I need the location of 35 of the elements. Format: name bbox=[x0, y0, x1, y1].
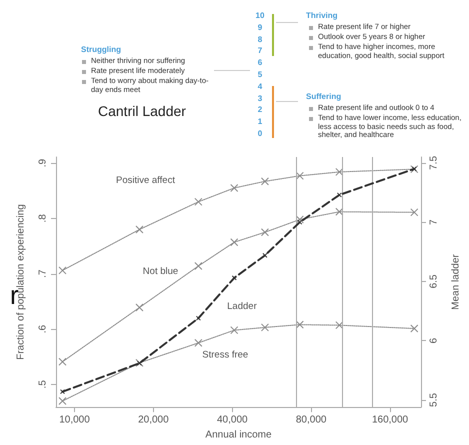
text: Cantril Ladder bbox=[98, 103, 187, 120]
text: 7 bbox=[256, 46, 264, 56]
x-tick-label: 40,000 bbox=[216, 414, 248, 426]
y-tick-label: .5 bbox=[38, 380, 48, 389]
y2-axis-title: Mean ladder bbox=[450, 254, 462, 310]
y2-tick-label: 7 bbox=[428, 218, 440, 225]
series-label: Ladder bbox=[227, 300, 257, 312]
x-tick-label: 20,000 bbox=[138, 414, 170, 426]
text: 8 bbox=[256, 34, 264, 44]
y2-tick-label: 6.5 bbox=[428, 274, 440, 288]
text: Thriving bbox=[306, 11, 339, 20]
text: 5 bbox=[256, 70, 264, 79]
x-tick-label: 10,000 bbox=[59, 414, 90, 426]
y-tick-label: .7 bbox=[38, 269, 48, 278]
x-axis-title: Annual income bbox=[205, 430, 272, 440]
y2-tick-label: 7.5 bbox=[428, 156, 440, 170]
text: 1 0 bbox=[256, 117, 264, 138]
text: 9 bbox=[256, 22, 264, 32]
x-tick-label: 160,000 bbox=[372, 414, 409, 426]
text: 4 bbox=[256, 82, 264, 91]
series-label: Stress free bbox=[202, 350, 248, 361]
text: 2 bbox=[256, 105, 264, 114]
y2-tick-label: 5.5 bbox=[428, 392, 440, 407]
y2-tick-label: 6 bbox=[428, 338, 440, 344]
y-tick-label: .8 bbox=[38, 214, 48, 223]
y-tick-label: .6 bbox=[38, 324, 48, 334]
x-tick-label: 80,000 bbox=[296, 414, 327, 426]
text: Suffering bbox=[306, 92, 342, 102]
text: Positive affect bbox=[116, 174, 176, 186]
text: 6 bbox=[256, 58, 264, 68]
series-label: Not blue bbox=[142, 266, 178, 278]
text: 3 bbox=[256, 94, 264, 103]
text: Struggling bbox=[81, 45, 122, 54]
y-tick-label: .9 bbox=[38, 158, 48, 168]
text: 10 bbox=[256, 11, 264, 20]
